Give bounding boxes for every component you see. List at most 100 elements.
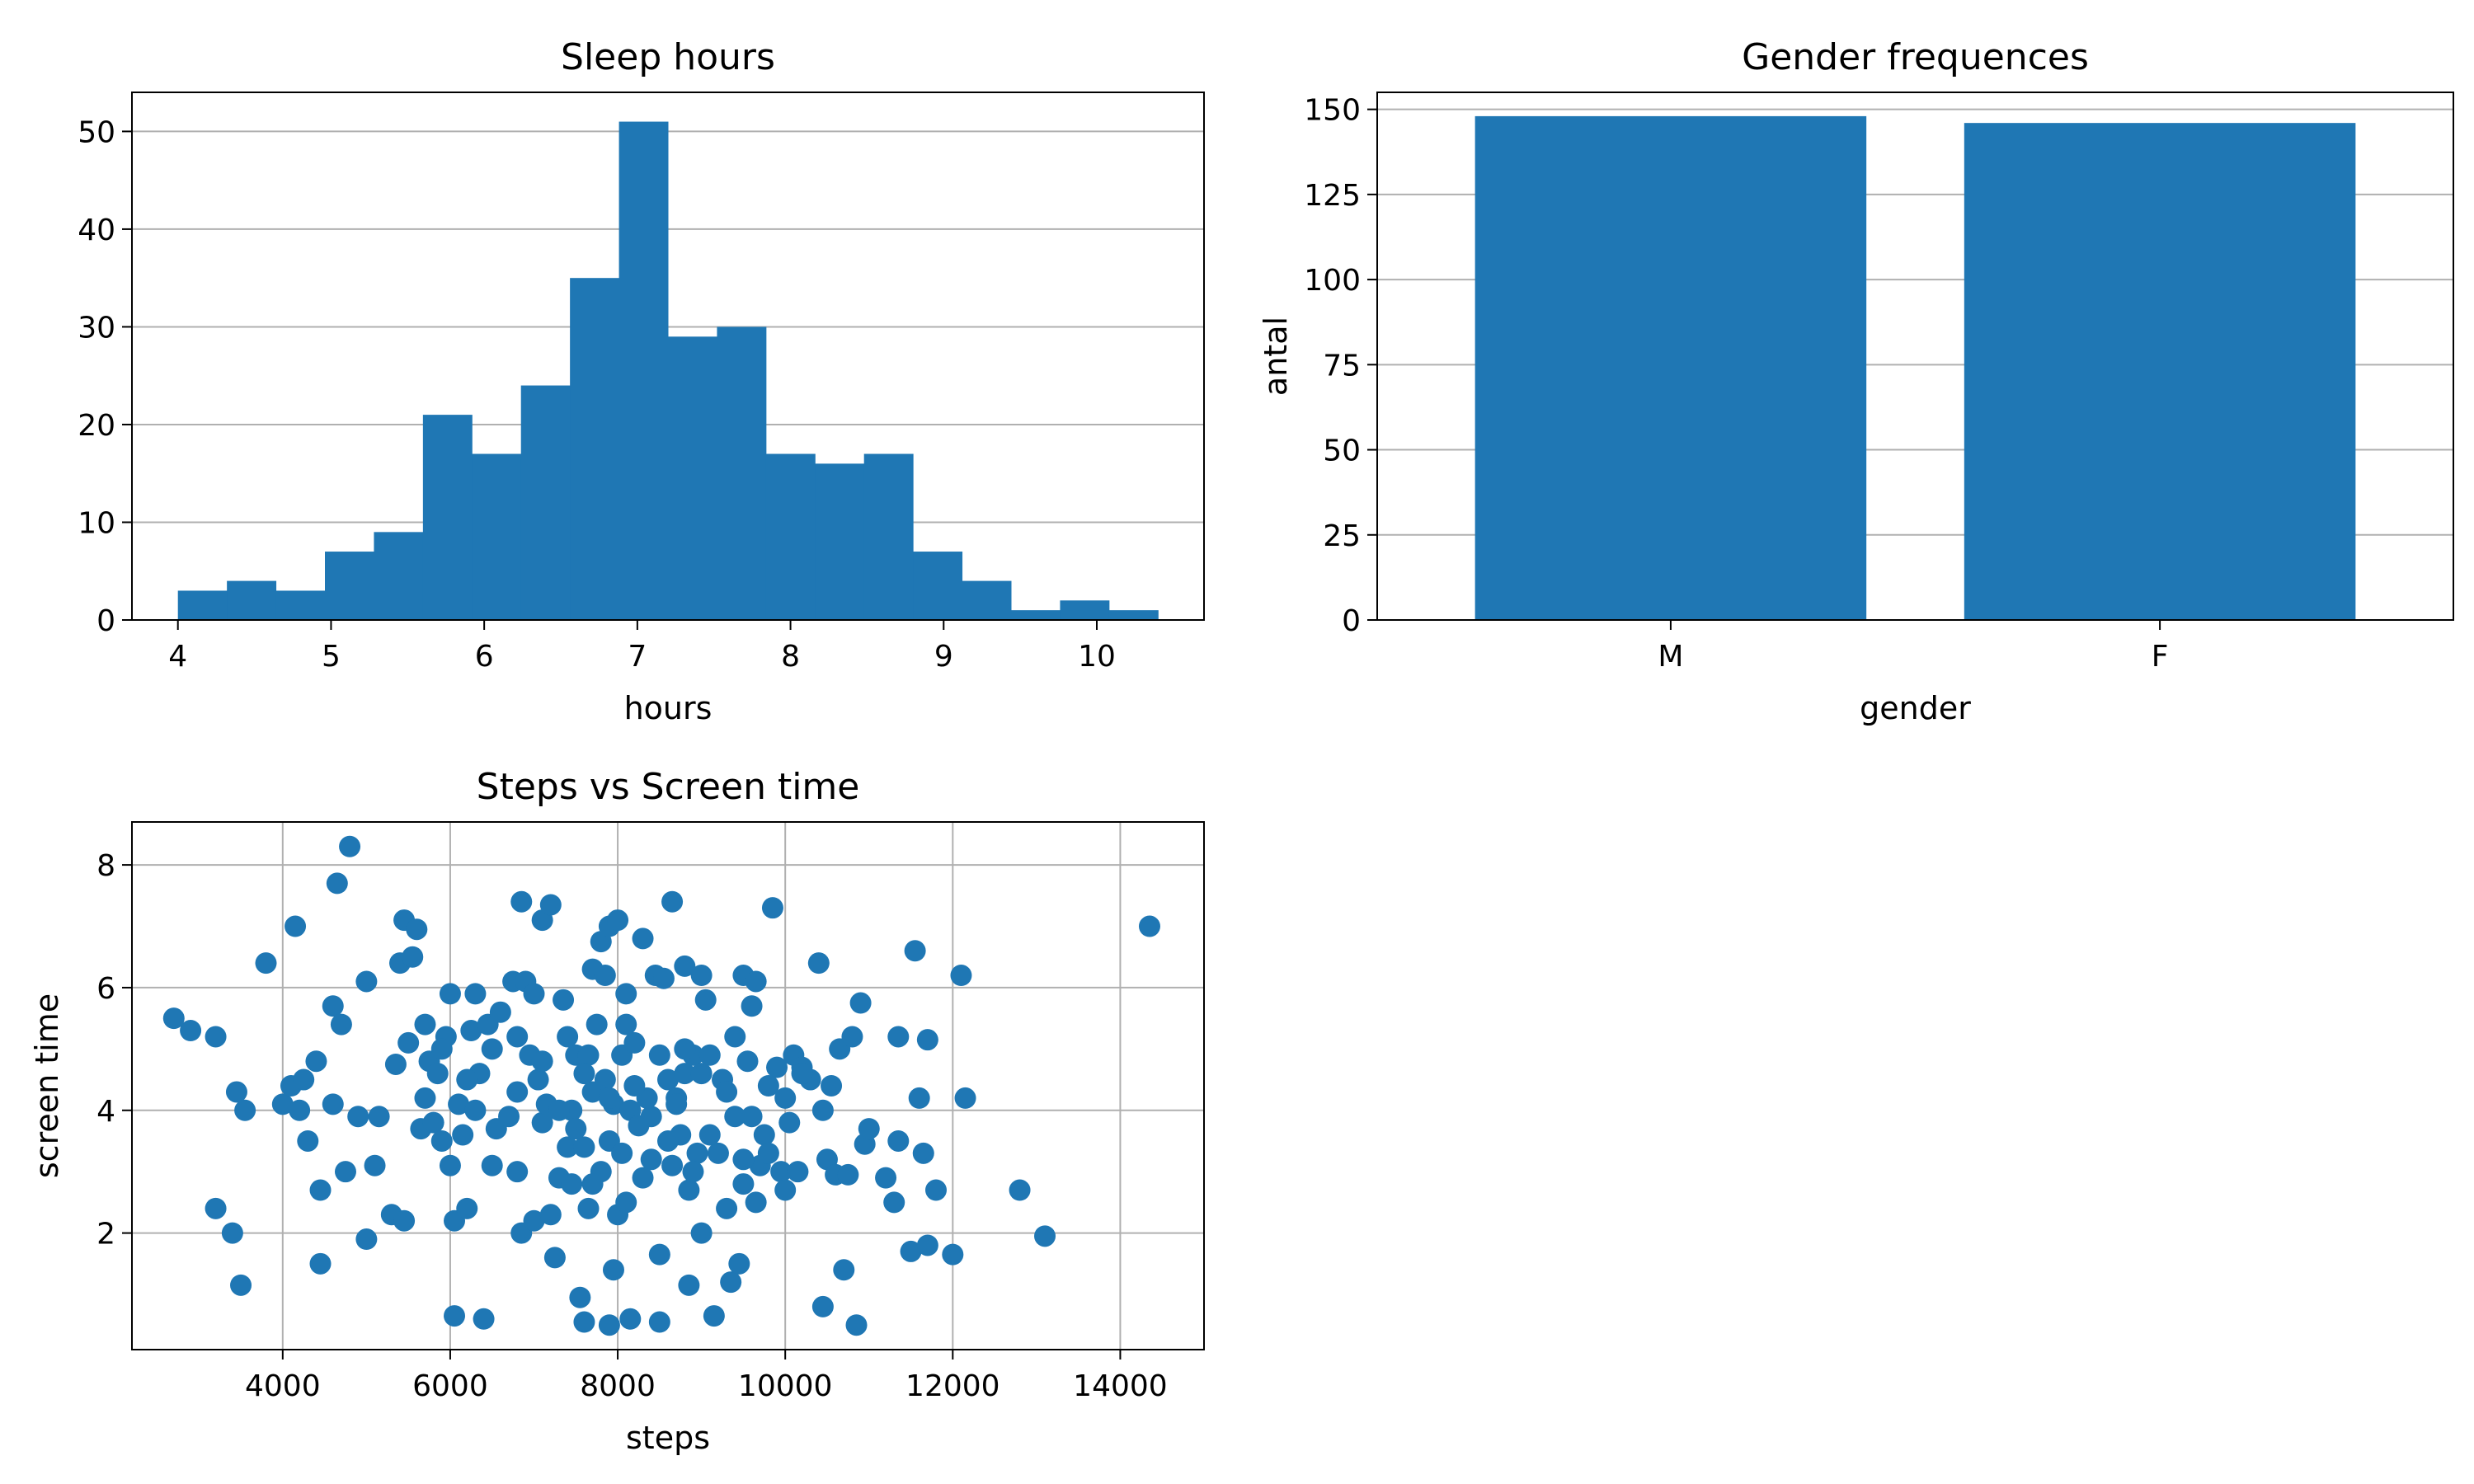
scatter-point [611, 1142, 633, 1164]
scatter-point [698, 1124, 721, 1146]
scatter-point [523, 1209, 545, 1232]
scatter-point [778, 1111, 801, 1134]
scatter-point [716, 1081, 738, 1103]
scatter-y-axis-label: screen time [29, 993, 65, 1178]
histogram-bar [913, 552, 963, 620]
scatter-frame [131, 821, 1205, 1350]
scatter-point [561, 1173, 583, 1195]
scatter-point [557, 1136, 579, 1158]
bar-chart-title: Gender frequences [1742, 36, 2089, 78]
scatter-point [330, 1013, 352, 1036]
scatter-point [234, 1099, 256, 1121]
histogram-y-ticks: 0 10 20 30 40 50 [78, 115, 132, 638]
scatter-point [573, 1311, 595, 1333]
scatter-point [452, 1124, 474, 1146]
histogram-x-tick-label: 6 [475, 640, 494, 674]
scatter-point [285, 915, 307, 937]
scatter-point [305, 1050, 327, 1073]
scatter-point [364, 1154, 386, 1176]
scatter-point [430, 1038, 453, 1060]
scatter-point [548, 1099, 570, 1121]
scatter-point [289, 1099, 311, 1121]
scatter-point [678, 1274, 700, 1296]
histogram-x-ticks: 4 5 6 7 8 9 10 [168, 620, 1116, 674]
scatter-point [531, 1111, 553, 1134]
histogram-bar [1060, 600, 1110, 620]
scatter-point [506, 1081, 529, 1103]
histogram-y-tick-label: 20 [78, 409, 115, 443]
bar-chart-y-tick-label: 50 [1323, 434, 1361, 468]
scatter-point [736, 1050, 759, 1073]
scatter-point [309, 1252, 332, 1275]
scatter-point [741, 995, 763, 1017]
scatter-point [230, 1274, 252, 1296]
scatter-x-tick-label: 14000 [1073, 1369, 1168, 1403]
scatter-point [225, 1081, 247, 1103]
scatter-point [766, 1056, 788, 1078]
scatter-point [707, 1142, 729, 1164]
scatter-point [657, 1068, 679, 1091]
scatter-point [205, 1026, 227, 1048]
scatter-point [690, 965, 713, 987]
histogram-bar [422, 415, 473, 620]
histogram-x-tick-label: 8 [781, 640, 800, 674]
histogram-bar [177, 590, 228, 620]
scatter-point [908, 1087, 930, 1109]
scatter-point [397, 1031, 420, 1054]
histogram-bar [520, 385, 571, 620]
bar-chart-x-tick-label: M [1658, 640, 1683, 674]
scatter-point [430, 1129, 453, 1152]
scatter-point [732, 1148, 755, 1171]
scatter-point [598, 1087, 620, 1109]
scatter-point [811, 1099, 834, 1121]
histogram-bar [472, 453, 522, 620]
bar-chart-frame [1376, 92, 2454, 621]
scatter-point [607, 909, 629, 932]
scatter-point [594, 965, 616, 987]
scatter-point [757, 1075, 779, 1097]
scatter-point [543, 1247, 566, 1269]
scatter-point [833, 1259, 855, 1281]
scatter-title: Steps vs Screen time [477, 766, 860, 808]
histogram-bar [374, 532, 424, 620]
scatter-point [406, 918, 428, 941]
scatter-point [368, 1106, 390, 1128]
histogram-x-tick-label: 4 [168, 640, 187, 674]
scatter-point [954, 1087, 976, 1109]
scatter-point [690, 1063, 713, 1085]
histogram-x-tick-label: 7 [628, 640, 647, 674]
scatter-x-axis-label: steps [626, 1420, 710, 1456]
scatter-x-tick-label: 4000 [245, 1369, 321, 1403]
scatter-point [586, 1013, 608, 1036]
scatter-point [1009, 1179, 1031, 1201]
histogram-bar [962, 580, 1012, 620]
histogram-bar [618, 121, 669, 621]
scatter-point [770, 1161, 793, 1183]
scatter-point [573, 1136, 595, 1158]
scatter-point [439, 983, 461, 1005]
scatter-point [690, 1222, 713, 1244]
histogram-bar [668, 336, 717, 620]
histogram-y-tick-label: 0 [96, 604, 115, 638]
scatter-point [615, 1013, 637, 1036]
scatter-point [837, 1163, 859, 1186]
scatter-point [414, 1013, 436, 1036]
scatter-point [355, 970, 378, 993]
scatter-point [531, 1050, 553, 1073]
scatter-point [724, 1106, 746, 1128]
scatter-point [180, 1020, 202, 1042]
scatter-point [661, 1154, 684, 1176]
scatter-point [774, 1179, 797, 1201]
scatter-point [439, 1154, 461, 1176]
scatter-point [916, 1234, 938, 1256]
scatter-point [594, 1068, 616, 1091]
scatter-point [657, 1129, 679, 1152]
scatter-y-tick-label: 6 [96, 972, 115, 1006]
scatter-x-tick-label: 8000 [580, 1369, 656, 1403]
bar-chart-y-tick-label: 75 [1323, 349, 1361, 383]
scatter-point [883, 1191, 905, 1214]
scatter-y-tick-label: 2 [96, 1218, 115, 1252]
scatter-point [821, 1075, 843, 1097]
